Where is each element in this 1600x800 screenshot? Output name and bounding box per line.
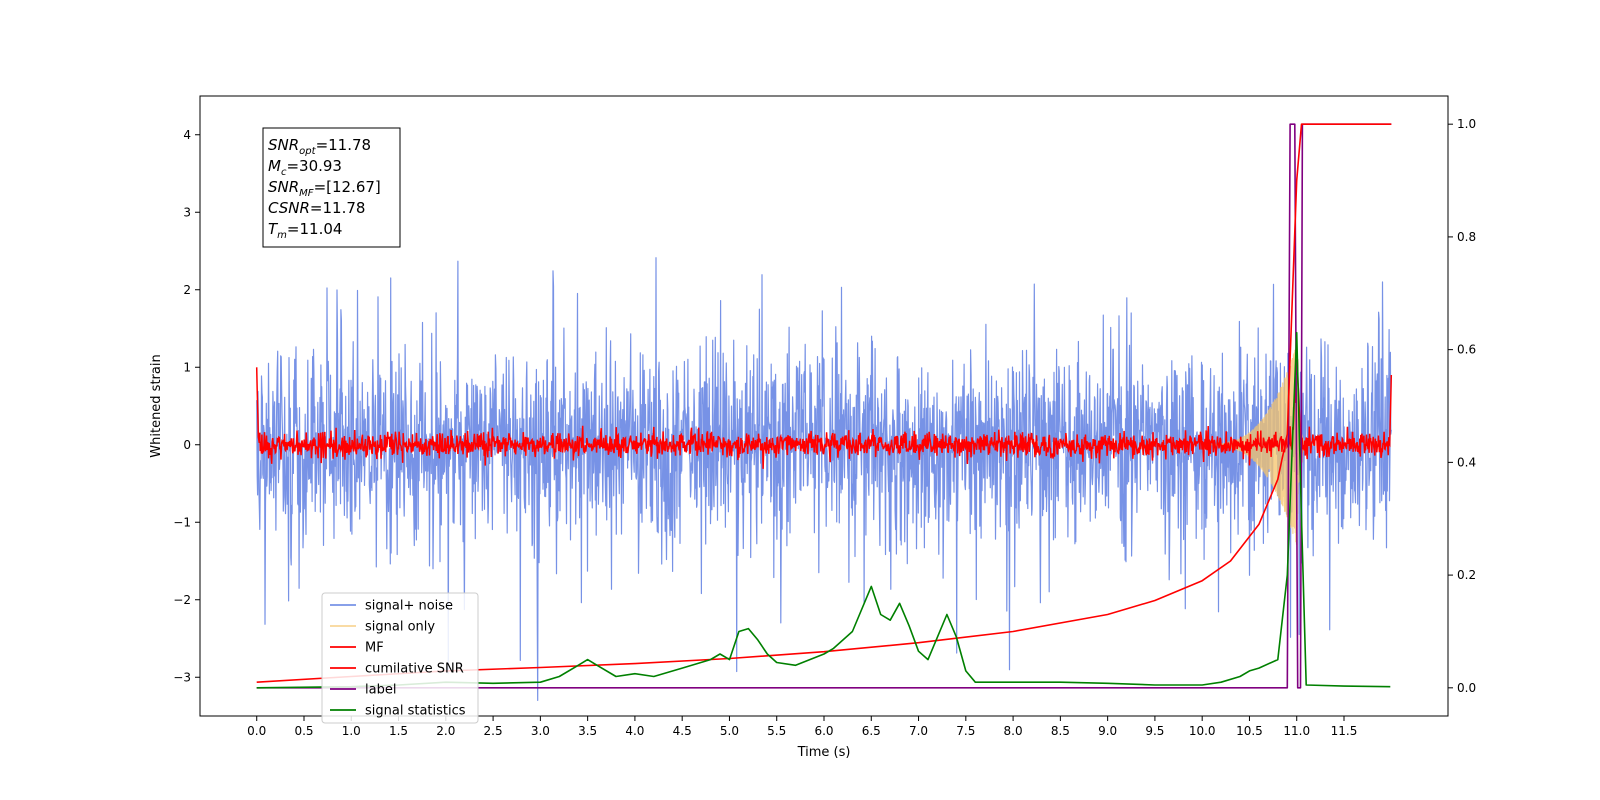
y2-tick-label: 0.2 bbox=[1457, 568, 1476, 582]
x-tick-label: 2.5 bbox=[484, 724, 503, 738]
y-tick-label: 3 bbox=[183, 205, 191, 219]
x-tick-label: 9.0 bbox=[1098, 724, 1117, 738]
x-tick-label: 11.5 bbox=[1331, 724, 1358, 738]
series-signal-statistics-line bbox=[256, 331, 1391, 689]
series-label-line bbox=[256, 123, 1392, 689]
y-tick-label: 2 bbox=[183, 283, 191, 297]
y2-tick-label: 0.4 bbox=[1457, 455, 1476, 469]
x-tick-label: 4.0 bbox=[625, 724, 644, 738]
x-tick-label: 2.0 bbox=[436, 724, 455, 738]
annotation-line: CSNR=11.78 bbox=[268, 199, 365, 217]
plot-area bbox=[255, 123, 1393, 701]
x-tick-label: 10.0 bbox=[1189, 724, 1216, 738]
x-tick-label: 7.5 bbox=[956, 724, 975, 738]
series-signal-noise-line bbox=[256, 257, 1392, 701]
x-tick-label: 5.5 bbox=[767, 724, 786, 738]
x-axis-ticks: 0.0 0.5 1.0 1.5 2.0 2.5 3.0 3.5 4.0 4.5 5.0 5.5 6.0 6… bbox=[247, 716, 1357, 738]
annotation-box: SNRopt=11.78Mc=30.93SNRMF=[12.67]CSNR=11… bbox=[262, 127, 401, 248]
series-mf-line bbox=[255, 359, 1393, 469]
annotation-line: Tm=11.04 bbox=[268, 220, 342, 241]
annotation-line: SNRopt=11.78 bbox=[268, 136, 371, 157]
x-tick-label: 7.0 bbox=[909, 724, 928, 738]
x-tick-label: 6.5 bbox=[862, 724, 881, 738]
legend: signal+ noise signal only MF cumilative SNR… bbox=[321, 592, 479, 724]
legend-label: cumilative SNR bbox=[365, 662, 464, 677]
y-axis-ticks: 4 3 2 1 0 −1 −2 −3 bbox=[173, 128, 200, 684]
x-tick-label: 0.0 bbox=[247, 724, 266, 738]
y2-axis-ticks: 1.0 0.8 0.6 0.4 0.2 0.0 bbox=[1448, 117, 1476, 695]
x-tick-label: 8.5 bbox=[1051, 724, 1070, 738]
y-tick-label: 4 bbox=[183, 128, 191, 142]
annotation-line: SNRMF=[12.67] bbox=[268, 178, 381, 199]
y2-tick-label: 0.0 bbox=[1457, 681, 1476, 695]
y-tick-label: −1 bbox=[173, 515, 191, 529]
x-tick-label: 4.5 bbox=[673, 724, 692, 738]
x-tick-label: 11.0 bbox=[1283, 724, 1310, 738]
x-tick-label: 3.5 bbox=[578, 724, 597, 738]
x-tick-label: 9.5 bbox=[1145, 724, 1164, 738]
x-tick-label: 1.5 bbox=[389, 724, 408, 738]
y-tick-label: −2 bbox=[173, 593, 191, 607]
x-axis-label: Time (s) bbox=[797, 745, 851, 760]
y-tick-label: 1 bbox=[183, 360, 191, 374]
series-cumilative-snr-line bbox=[256, 123, 1392, 683]
x-tick-label: 0.5 bbox=[294, 724, 313, 738]
x-tick-label: 10.5 bbox=[1236, 724, 1263, 738]
x-tick-label: 1.0 bbox=[342, 724, 361, 738]
legend-label: signal+ noise bbox=[365, 599, 453, 614]
x-tick-label: 3.0 bbox=[531, 724, 550, 738]
y-tick-label: −3 bbox=[173, 670, 191, 684]
legend-label: signal only bbox=[365, 620, 435, 635]
x-tick-label: 5.0 bbox=[720, 724, 739, 738]
legend-label: label bbox=[365, 683, 396, 698]
x-tick-label: 6.0 bbox=[814, 724, 833, 738]
legend-label: signal statistics bbox=[365, 704, 466, 719]
y2-tick-label: 1.0 bbox=[1457, 117, 1476, 131]
annotation-line: Mc=30.93 bbox=[268, 157, 342, 178]
y2-tick-label: 0.6 bbox=[1457, 343, 1476, 357]
x-tick-label: 8.0 bbox=[1004, 724, 1023, 738]
y-axis-label: Whitened strain bbox=[149, 354, 164, 457]
y2-tick-label: 0.8 bbox=[1457, 230, 1476, 244]
legend-label: MF bbox=[365, 641, 384, 656]
y-tick-label: 0 bbox=[183, 438, 191, 452]
